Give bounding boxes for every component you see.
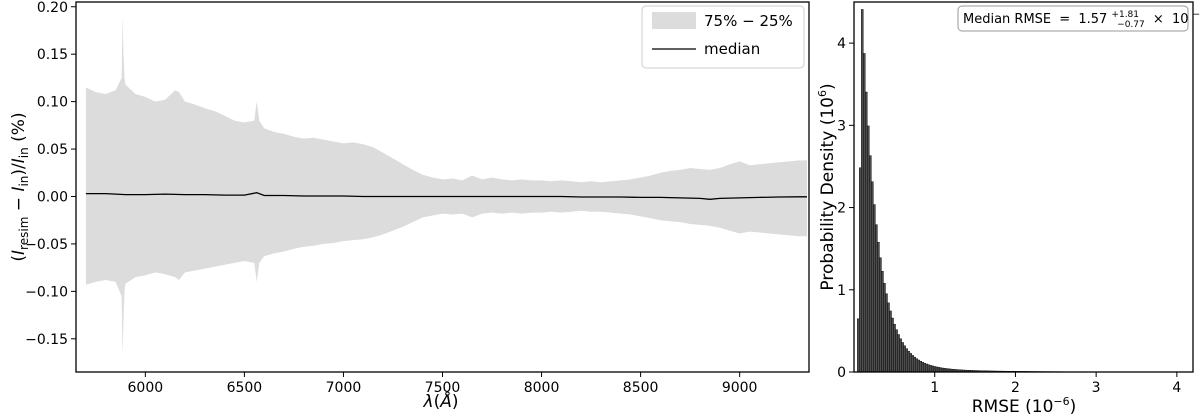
x-tick-label: 8500 [623,380,659,396]
histogram-plot-frame [853,1,1194,373]
y-tick-label: −0.05 [25,237,68,253]
legend-median-label: median [704,40,760,58]
histogram-bar [869,155,872,373]
x-tick-label: 3 [1092,380,1101,396]
histogram-x-axis-label: RMSE (10−6) [972,395,1077,417]
histogram-bar [879,257,882,373]
histogram-bar [909,353,912,373]
y-tick-label: 0.00 [37,189,68,205]
annotation-exp: −7 [1193,10,1200,20]
annotation-text: Median RMSE = 1.57 +1.81 −0.77 × 10 −7 [963,6,1200,31]
histogram-bar [935,366,939,373]
annotation-box [957,5,1189,32]
residual-legend: 75% − 25% median [641,5,805,69]
y-tick-label: −0.10 [25,284,68,300]
histogram-bar [907,350,910,373]
legend-band-swatch [652,12,696,29]
histogram-bar [877,242,880,373]
histogram-bar [883,283,886,373]
y-tick-label: 0.20 [37,0,68,16]
y-tick-label: 3 [837,118,846,134]
x-tick-label: 6500 [227,380,263,396]
histogram-bar [873,204,876,373]
histogram-bar [903,345,906,373]
x-tick-label: 7000 [326,380,362,396]
annotation-base: 10 [1172,12,1189,27]
y-tick-label: 0 [837,365,846,381]
histogram-bar [899,338,902,373]
histogram-bar [933,366,937,373]
histogram-y-axis-label: Probability Density (106) [816,83,838,290]
residual-panel: 6000 6500 7000 7500 8000 8500 9000 −0.15 −0.10 −0… [9,0,810,412]
annotation-equals: = [1059,12,1070,27]
histogram-bar [895,329,898,373]
histogram-bar [931,365,935,373]
x-tick-label: 1 [930,380,939,396]
x-tick-label: 4 [1172,380,1181,396]
histogram-bar [901,342,904,373]
histogram-bar [927,364,931,373]
median-rmse-annotation: Median RMSE = 1.57 +1.81 −0.77 × 10 −7 [957,5,1200,32]
median-line [85,192,807,200]
annotation-minus: −0.77 [1117,20,1145,30]
annotation-value: 1.57 [1078,12,1107,27]
histogram-bar [905,348,908,373]
histogram-bar [911,355,914,373]
y-tick-label: −0.15 [25,332,68,348]
residual-ticks: 6000 6500 7000 7500 8000 8500 9000 −0.15 −0.10 −0… [25,0,757,396]
histogram-bar [887,302,890,373]
histogram-bar [937,367,941,373]
y-tick-label: 2 [837,201,846,217]
histogram-bar [893,324,896,373]
x-tick-label: 8000 [524,380,560,396]
histogram-bar [857,318,860,373]
iqr-band [85,16,807,356]
y-tick-label: 1 [837,283,846,299]
histogram-ticks: 1 2 3 4 0 1 2 3 4 [837,36,1181,396]
x-tick-label: 9000 [722,380,758,396]
histogram-bar [863,53,866,373]
rmse-histogram-panel: 1 2 3 4 0 1 2 3 4 Median RMSE = 1.57 +1.81 −0.77… [816,1,1200,417]
histogram-bar [923,362,927,373]
residual-series-layer [85,16,807,356]
histogram-bar [881,271,884,373]
histogram-bar [865,91,868,373]
histogram-bars-layer [857,9,1064,373]
histogram-bar [891,317,894,373]
histogram-bar [875,224,878,373]
histogram-bar [859,167,862,373]
histogram-bar [885,293,888,373]
legend-band-label: 75% − 25% [704,12,793,30]
histogram-bar [925,363,929,373]
y-tick-label: 0.15 [37,47,68,63]
annotation-times: × [1153,12,1164,27]
histogram-bar [889,310,892,373]
y-tick-label: 4 [837,36,846,52]
histogram-bar [867,125,870,373]
x-tick-label: 7500 [425,380,461,396]
residual-x-axis-label: λ(Å) [423,390,459,412]
histogram-bar [897,334,900,373]
annotation-plus: +1.81 [1111,10,1139,20]
histogram-bar [861,9,864,373]
residual-y-axis-label: (Iresim − Iin)/Iin (%) [9,112,31,261]
annotation-prefix: Median RMSE [963,12,1051,27]
x-tick-label: 6000 [128,380,164,396]
histogram-bar [921,362,925,373]
histogram-bar [871,181,874,373]
histogram-bar [913,356,916,373]
histogram-bar [915,358,918,373]
x-tick-label: 2 [1011,380,1020,396]
histogram-bar [929,365,933,373]
histogram-bar [917,359,920,373]
histogram-bar [919,360,923,373]
y-tick-label: 0.10 [37,95,68,111]
y-tick-label: 0.05 [37,142,68,158]
